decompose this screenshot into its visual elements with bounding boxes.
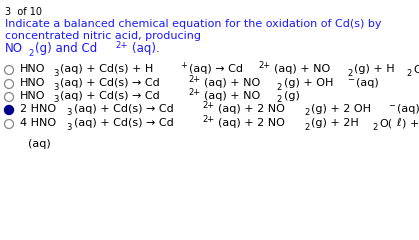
Text: +: + — [180, 61, 187, 70]
Text: 3: 3 — [67, 122, 72, 132]
Text: (aq) + NO: (aq) + NO — [204, 91, 261, 101]
Text: (aq) + Cd(s) → Cd: (aq) + Cd(s) → Cd — [60, 78, 160, 88]
Text: Indicate a balanced chemical equation for the oxidation of Cd(s) by: Indicate a balanced chemical equation fo… — [5, 19, 382, 29]
Text: ℓ: ℓ — [396, 118, 401, 128]
Text: HNO: HNO — [20, 91, 46, 101]
Text: 2: 2 — [277, 83, 282, 91]
Text: HNO: HNO — [20, 78, 46, 88]
Text: 3: 3 — [53, 68, 58, 78]
Text: 2: 2 — [28, 48, 34, 58]
Text: 3  of 10: 3 of 10 — [5, 7, 42, 17]
Text: 3: 3 — [67, 108, 72, 118]
Text: (aq) + Cd(s) → Cd: (aq) + Cd(s) → Cd — [60, 91, 160, 101]
Text: NO: NO — [5, 42, 23, 55]
Text: 2+: 2+ — [259, 61, 271, 70]
Text: (aq) + 2 NO: (aq) + 2 NO — [218, 118, 285, 128]
Text: 2+: 2+ — [116, 41, 128, 50]
Text: 4 HNO: 4 HNO — [20, 118, 56, 128]
Text: 2: 2 — [347, 68, 352, 78]
Text: 3: 3 — [53, 83, 58, 91]
Text: 2 HNO: 2 HNO — [20, 104, 56, 114]
Text: (aq) + Cd(s) → Cd: (aq) + Cd(s) → Cd — [74, 104, 173, 114]
Text: 2: 2 — [277, 96, 282, 104]
Text: HNO: HNO — [20, 64, 46, 74]
Text: (aq) + NO: (aq) + NO — [274, 64, 331, 74]
Text: (g) + 2 OH: (g) + 2 OH — [311, 104, 371, 114]
Text: (g) + H: (g) + H — [354, 64, 394, 74]
Text: (aq): (aq) — [28, 139, 51, 149]
Text: O(: O( — [413, 64, 419, 74]
Text: −: − — [388, 101, 396, 110]
Text: 2: 2 — [406, 68, 411, 78]
Text: (g) + 2H: (g) + 2H — [311, 118, 359, 128]
Text: ) + 2 NO: ) + 2 NO — [402, 118, 419, 128]
Text: concentrated nitric acid, producing: concentrated nitric acid, producing — [5, 31, 201, 41]
Text: O(: O( — [379, 118, 393, 128]
Text: 2: 2 — [304, 122, 310, 132]
Text: 2+: 2+ — [189, 88, 201, 97]
Ellipse shape — [5, 106, 13, 114]
Text: (aq) + NO: (aq) + NO — [204, 78, 261, 88]
Text: 2+: 2+ — [202, 115, 215, 124]
Text: 2+: 2+ — [189, 75, 201, 84]
Text: (aq) → Cd: (aq) → Cd — [189, 64, 243, 74]
Text: (aq) + 2 NO: (aq) + 2 NO — [218, 104, 285, 114]
Text: −: − — [347, 75, 354, 84]
Text: (aq): (aq) — [397, 104, 419, 114]
Text: (g) and Cd: (g) and Cd — [35, 42, 97, 55]
Text: (g): (g) — [284, 91, 300, 101]
Text: 2: 2 — [304, 108, 310, 118]
Text: (aq): (aq) — [356, 78, 379, 88]
Text: (aq) + Cd(s) + H: (aq) + Cd(s) + H — [60, 64, 153, 74]
Text: 2: 2 — [372, 122, 378, 132]
Text: (aq).: (aq). — [132, 42, 160, 55]
Text: 3: 3 — [53, 96, 58, 104]
Text: (g) + OH: (g) + OH — [284, 78, 333, 88]
Text: (aq) + Cd(s) → Cd: (aq) + Cd(s) → Cd — [74, 118, 173, 128]
Text: 2+: 2+ — [202, 101, 215, 110]
